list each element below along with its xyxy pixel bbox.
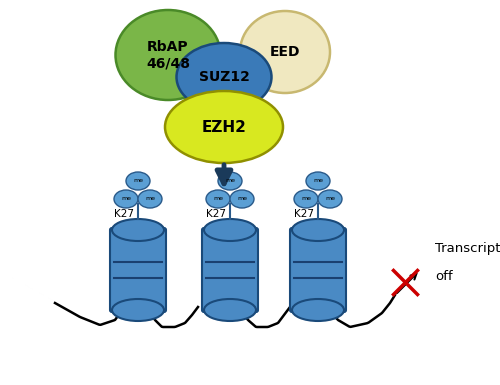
Text: SUZ12: SUZ12 (198, 70, 250, 84)
Ellipse shape (204, 219, 256, 241)
Ellipse shape (112, 299, 164, 321)
Ellipse shape (292, 299, 344, 321)
Ellipse shape (218, 172, 242, 190)
Ellipse shape (306, 172, 330, 190)
Ellipse shape (114, 190, 138, 208)
Ellipse shape (176, 43, 272, 111)
FancyBboxPatch shape (110, 228, 166, 312)
Ellipse shape (116, 10, 220, 100)
Text: me: me (121, 196, 131, 201)
Ellipse shape (240, 11, 330, 93)
Text: me: me (225, 179, 235, 184)
Text: K27: K27 (294, 209, 314, 219)
Ellipse shape (126, 172, 150, 190)
FancyBboxPatch shape (290, 228, 346, 312)
Text: K27: K27 (114, 209, 134, 219)
Text: K27: K27 (206, 209, 226, 219)
Ellipse shape (204, 299, 256, 321)
Ellipse shape (318, 190, 342, 208)
Ellipse shape (292, 219, 344, 241)
Text: EZH2: EZH2 (202, 119, 246, 134)
Text: RbAP
46/48: RbAP 46/48 (146, 40, 190, 70)
Text: me: me (313, 179, 323, 184)
Ellipse shape (112, 219, 164, 241)
Text: me: me (133, 179, 143, 184)
Text: me: me (145, 196, 155, 201)
Text: me: me (325, 196, 335, 201)
Text: off: off (435, 270, 452, 283)
Text: me: me (213, 196, 223, 201)
Text: me: me (301, 196, 311, 201)
FancyBboxPatch shape (202, 228, 258, 312)
Text: me: me (237, 196, 247, 201)
Ellipse shape (138, 190, 162, 208)
Text: EED: EED (270, 45, 300, 59)
Ellipse shape (294, 190, 318, 208)
Ellipse shape (165, 91, 283, 163)
Ellipse shape (206, 190, 230, 208)
Ellipse shape (230, 190, 254, 208)
Text: Transcription: Transcription (435, 242, 500, 255)
